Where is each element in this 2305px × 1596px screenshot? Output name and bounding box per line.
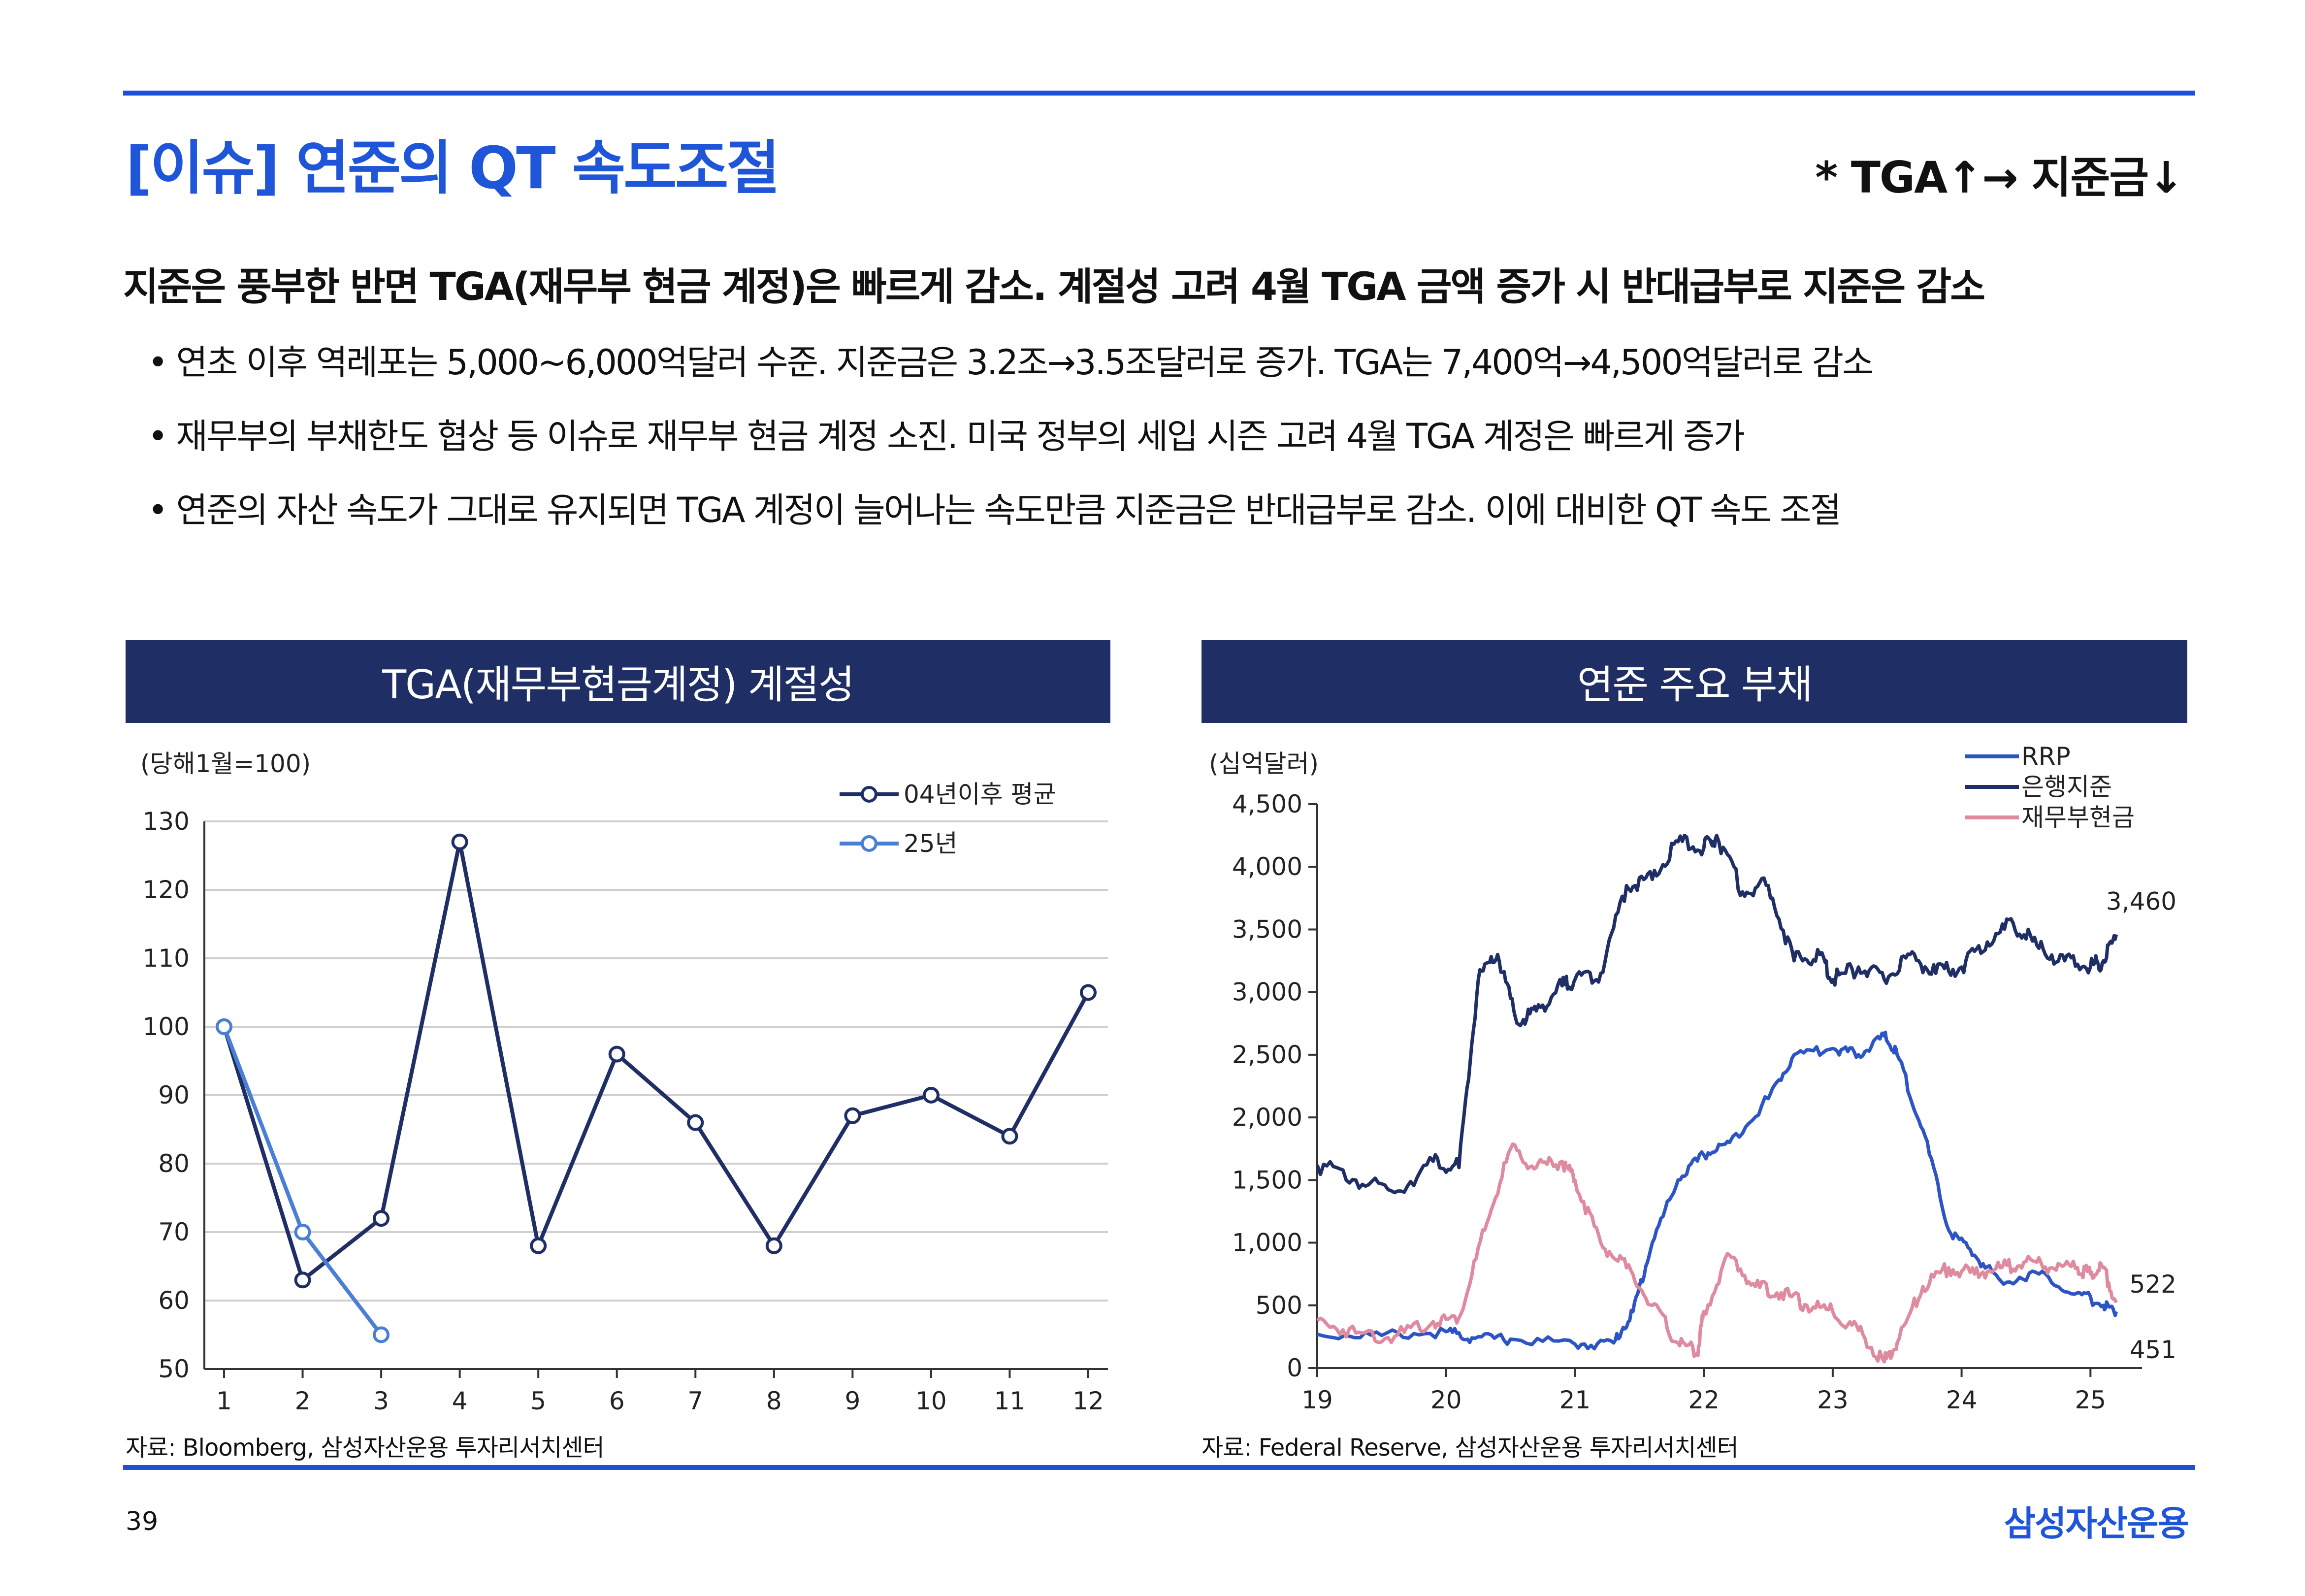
end-value-label: 451 — [2130, 1335, 2176, 1364]
data-point — [294, 1224, 311, 1240]
y-tick-label: 60 — [158, 1286, 190, 1315]
legend-marker — [861, 786, 877, 803]
x-tick-label: 11 — [994, 1387, 1026, 1415]
x-tick-label: 10 — [915, 1387, 947, 1415]
y-tick-label: 50 — [158, 1355, 190, 1383]
y-tick-label: 0 — [1287, 1354, 1302, 1382]
end-value-label: 522 — [2130, 1270, 2176, 1299]
x-tick-label: 25 — [2075, 1386, 2107, 1414]
y-tick-label: 90 — [158, 1081, 190, 1109]
data-point — [1080, 984, 1097, 1001]
x-tick-label: 21 — [1559, 1386, 1591, 1414]
y-tick-label: 2,000 — [1232, 1103, 1302, 1132]
legend-label: RRP — [2021, 742, 2071, 771]
data-point — [765, 1237, 782, 1254]
bullet-2: • 재무부의 부채한도 협상 등 이슈로 재무부 현금 계정 소진. 미국 정부… — [148, 416, 1745, 456]
left-source: 자료: Bloomberg, 삼성자산운용 투자리서치센터 — [126, 1434, 605, 1462]
end-value-label: 3,460 — [2106, 887, 2176, 916]
x-tick-label: 9 — [844, 1387, 860, 1415]
series-line-3 — [1316, 1142, 2118, 1364]
brand-logo-text: 삼성자산운용 — [2004, 1503, 2189, 1544]
y-tick-label: 4,500 — [1232, 790, 1302, 818]
y-tick-label: 130 — [143, 807, 190, 836]
series-line-1 — [222, 841, 1090, 1284]
y-tick-label: 70 — [158, 1218, 190, 1246]
data-point — [216, 1018, 232, 1035]
x-tick-label: 19 — [1301, 1386, 1333, 1414]
data-point — [530, 1237, 547, 1254]
x-tick-label: 1 — [216, 1387, 232, 1415]
x-tick-label: 23 — [1817, 1386, 1849, 1414]
data-point — [844, 1107, 861, 1124]
data-point — [1001, 1128, 1018, 1145]
x-tick-label: 24 — [1946, 1386, 1978, 1414]
x-tick-label: 8 — [766, 1387, 782, 1415]
bottom-rule — [123, 1465, 2195, 1470]
y-tick-label: 4,000 — [1232, 852, 1302, 881]
y-tick-label: 110 — [143, 944, 190, 973]
x-tick-label: 3 — [373, 1387, 389, 1415]
data-point — [608, 1045, 625, 1063]
left-unit-label: (당해1월=100) — [140, 749, 311, 778]
x-tick-label: 22 — [1688, 1386, 1720, 1414]
left-panel-header: TGA(재무부현금계정) 계절성 — [126, 640, 1110, 723]
x-tick-label: 4 — [452, 1387, 468, 1415]
fed-liabilities-chart: (십억달러) 0 500 1,000 1,500 2,000 2,500 3,000 3,500… — [1209, 742, 2176, 1414]
bullet-3: • 연준의 자산 속도가 그대로 유지되면 TGA 계정이 늘어나는 속도만큼 … — [148, 490, 1842, 530]
x-tick-label: 5 — [530, 1387, 546, 1415]
series-line-1 — [1317, 1030, 2118, 1351]
series-line-2 — [222, 1026, 383, 1336]
y-tick-label: 1,000 — [1232, 1229, 1302, 1257]
legend-label: 04년이후 평균 — [904, 780, 1056, 809]
data-point — [373, 1326, 390, 1343]
series-line-2 — [1315, 834, 2118, 1195]
data-point — [373, 1210, 390, 1227]
header-note: * TGA↑→ 지준금↓ — [1815, 152, 2184, 203]
right-source: 자료: Federal Reserve, 삼성자산운용 투자리서치센터 — [1201, 1434, 1739, 1462]
y-tick-label: 3,500 — [1232, 915, 1302, 944]
x-tick-label: 2 — [295, 1387, 311, 1415]
y-tick-label: 100 — [143, 1012, 190, 1041]
x-tick-label: 12 — [1072, 1387, 1104, 1415]
page-title: [이슈] 연준의 QT 속도조절 — [126, 134, 780, 202]
data-point — [687, 1114, 704, 1131]
legend-marker — [861, 835, 877, 852]
page-number: 39 — [126, 1507, 159, 1536]
y-tick-label: 3,000 — [1232, 978, 1302, 1007]
legend-label: 은행지준 — [2021, 773, 2112, 801]
y-tick-label: 80 — [158, 1149, 190, 1178]
bullet-1: • 연초 이후 역레포는 5,000~6,000억달러 수준. 지준금은 3.2… — [148, 342, 1874, 383]
headline: 지준은 풍부한 반면 TGA(재무부 현금 계정)은 빠르게 감소. 계절성 고… — [123, 265, 1985, 309]
x-tick-label: 7 — [687, 1387, 703, 1415]
legend-label: 25년 — [904, 829, 958, 858]
y-tick-label: 500 — [1256, 1291, 1302, 1320]
top-rule — [123, 91, 2195, 96]
data-point — [294, 1271, 311, 1289]
data-point — [922, 1087, 940, 1104]
x-tick-label: 20 — [1430, 1386, 1462, 1414]
legend-label: 재무부현금 — [2021, 803, 2135, 832]
x-tick-label: 6 — [609, 1387, 625, 1415]
y-tick-label: 2,500 — [1232, 1041, 1302, 1069]
y-tick-label: 1,500 — [1232, 1166, 1302, 1194]
y-tick-label: 120 — [143, 876, 190, 904]
right-unit-label: (십억달러) — [1209, 749, 1319, 778]
data-point — [451, 833, 468, 850]
right-panel-header: 연준 주요 부채 — [1201, 640, 2187, 723]
